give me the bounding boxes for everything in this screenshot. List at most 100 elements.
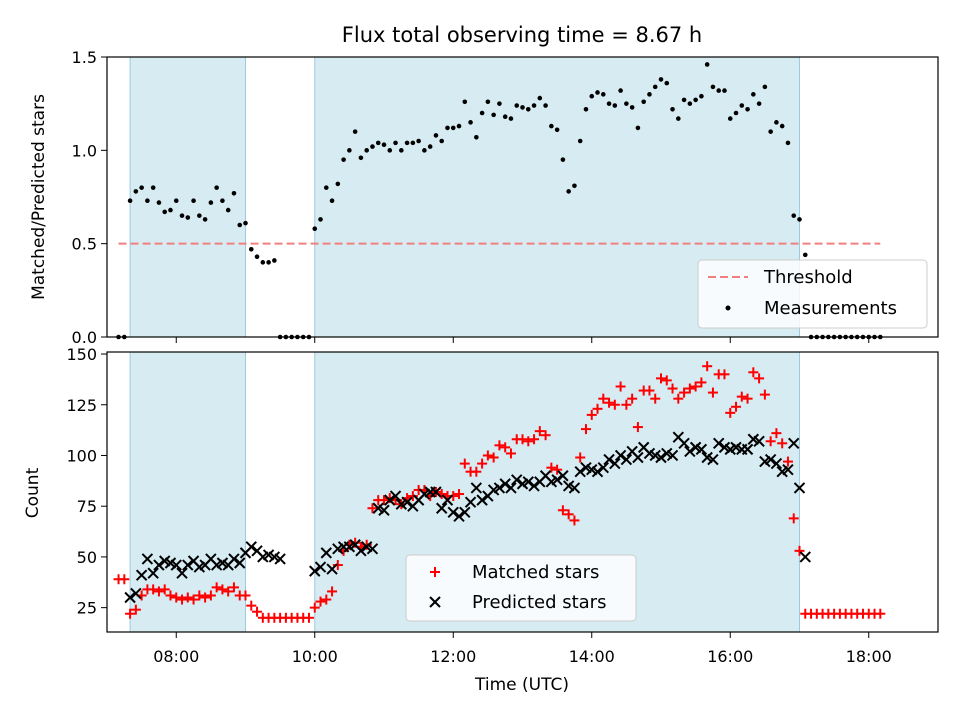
matched-star-marker [598, 393, 609, 404]
ratio-y-tick-label: 1.5 [72, 48, 97, 67]
x-tick-label: 16:00 [707, 647, 753, 666]
matched-star-marker [448, 491, 459, 502]
measurement-point [554, 127, 560, 133]
measurement-point [612, 103, 618, 108]
threshold-legend-label: Threshold [763, 267, 853, 288]
ratio-y-tick-label: 0.0 [72, 328, 97, 347]
measurement-point [393, 140, 398, 146]
measurement-point [439, 138, 445, 144]
matched-star-marker [782, 456, 793, 467]
predicted-star-marker [245, 541, 257, 553]
predicted-star-marker [470, 482, 483, 494]
matched-star-marker [580, 424, 591, 435]
matched-star-marker [523, 436, 534, 447]
matched-star-marker [200, 592, 211, 603]
measurement-point [422, 148, 427, 153]
predicted-star-marker [147, 567, 159, 579]
predicted-star-marker [124, 591, 136, 604]
predicted-star-marker [528, 480, 540, 492]
measurement-point [733, 110, 739, 116]
predicted-star-marker [764, 453, 777, 466]
predicted-star-marker [609, 457, 621, 470]
ratio-legend-box [697, 259, 928, 329]
measurement-point [699, 93, 704, 99]
matched-legend-label: Matched stars [472, 562, 599, 583]
matched-star-marker [592, 403, 603, 414]
measurement-point [491, 112, 496, 118]
measurement-point [214, 185, 219, 190]
matched-star-marker [546, 462, 557, 473]
measurement-point [191, 198, 196, 204]
measurement-point [664, 80, 670, 86]
matched-star-marker [159, 584, 170, 595]
measurement-point [202, 217, 208, 222]
predicted-star-marker [632, 451, 644, 464]
predicted-star-marker [366, 543, 379, 555]
predicted-star-marker [447, 506, 459, 518]
measurement-point [179, 213, 185, 218]
measurement-point [479, 110, 485, 116]
measurement-point [704, 62, 710, 67]
predicted-star-marker [568, 482, 581, 494]
measurement-point [381, 142, 387, 148]
measurement-point [751, 92, 756, 97]
ratio-observing-interval-1 [130, 57, 246, 337]
measurement-point [774, 120, 779, 125]
ratio-panel-frame [106, 56, 939, 338]
measurement-point [364, 148, 369, 153]
predicted-star-marker [799, 551, 811, 563]
measurement-point [347, 148, 352, 153]
count-legend: Matched stars Predicted stars [405, 554, 637, 622]
matched-star-marker [211, 582, 222, 593]
matched-star-marker [223, 586, 234, 597]
measurement-point [266, 260, 271, 265]
matched-star-marker [153, 586, 164, 597]
matched-star-marker [569, 515, 580, 526]
measurement-point [624, 101, 629, 106]
measurement-point [525, 106, 531, 112]
matched-star-marker [119, 574, 130, 585]
measurement-point [756, 101, 762, 106]
measurement-point [468, 120, 473, 125]
matched-star-marker [327, 586, 338, 597]
measurement-point [577, 138, 583, 144]
measurement-point [352, 129, 358, 134]
measurement-point [474, 134, 479, 140]
measurement-point [502, 114, 508, 120]
measurement-point [145, 198, 150, 204]
matched-star-marker [673, 393, 684, 404]
predicted-star-marker [430, 486, 442, 498]
predicted-star-marker [355, 545, 367, 557]
matched-star-marker [742, 393, 753, 404]
measurement-point [606, 101, 612, 106]
predicted-star-marker [505, 482, 517, 494]
matched-star-marker [228, 582, 239, 593]
measurement-point [745, 106, 750, 112]
measurement-point [589, 93, 595, 99]
predicted-star-marker [441, 494, 454, 506]
predicted-legend-label: Predicted stars [472, 592, 606, 613]
matched-star-marker [552, 464, 563, 475]
measurement-point [220, 198, 225, 204]
measurement-point [670, 106, 675, 112]
predicted-star-marker [476, 494, 488, 506]
matched-star-marker [754, 373, 765, 384]
measurement-point [133, 189, 139, 194]
matched-star-marker [736, 391, 747, 402]
x-tick-label: 14:00 [569, 647, 615, 666]
measurement-point [399, 148, 404, 153]
predicted-star-marker [314, 561, 327, 573]
matched-star-marker [194, 590, 205, 601]
count-panel-frame [106, 351, 939, 633]
matched-star-marker [171, 592, 182, 603]
measurement-point [762, 84, 768, 90]
measurement-point [254, 254, 260, 260]
predicted-star-marker [603, 453, 615, 466]
matched-star-marker [644, 385, 655, 396]
predicted-star-marker [591, 466, 604, 478]
measurement-point [658, 77, 664, 82]
predicted-star-marker [655, 451, 667, 464]
matched-star-marker [684, 383, 695, 394]
predicted-star-marker [753, 435, 765, 447]
predicted-star-marker [574, 466, 586, 478]
